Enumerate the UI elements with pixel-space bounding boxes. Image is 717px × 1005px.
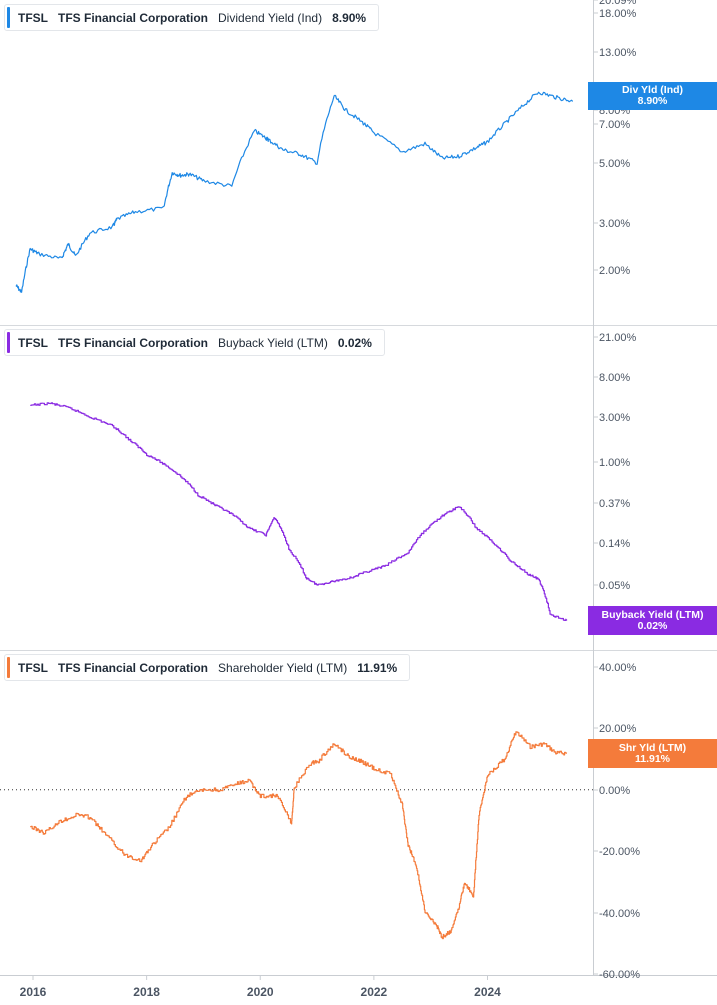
legend-buyback-yield: TFSL TFS Financial Corporation Buyback Y…: [4, 329, 385, 356]
y-tick-label: 0.37%: [599, 498, 630, 510]
y-tick-label: 0.14%: [599, 538, 630, 550]
y-tick-label: 13.00%: [599, 47, 637, 59]
x-tick-label: 2022: [361, 985, 388, 999]
value-tag-dividend-yield: Div Yld (Ind) 8.90%: [588, 82, 717, 110]
legend-metric: Dividend Yield (Ind): [218, 10, 323, 25]
y-tick-label: 5.00%: [599, 158, 630, 170]
legend-color-swatch: [7, 657, 10, 678]
y-tick-label: 21.00%: [599, 332, 637, 344]
tag-value: 0.02%: [637, 619, 668, 632]
legend-dividend-yield: TFSL TFS Financial Corporation Dividend …: [4, 4, 380, 31]
x-tick-label: 2024: [474, 985, 501, 999]
tag-value: 8.90%: [637, 95, 668, 107]
x-tick-label: 2016: [20, 985, 47, 999]
tag-label: Shr Yld (LTM): [618, 741, 687, 754]
legend-ticker: TFSL: [18, 335, 48, 350]
y-tick-label: -60.00%: [599, 969, 640, 981]
legend-metric: Shareholder Yield (LTM): [218, 660, 348, 675]
legend-company: TFS Financial Corporation: [58, 335, 209, 350]
y-tick-label: -40.00%: [599, 908, 640, 920]
legend-value: 11.91%: [357, 660, 398, 675]
legend-metric: Buyback Yield (LTM): [218, 335, 328, 350]
y-tick-label: 7.00%: [599, 119, 630, 131]
x-tick-label: 2018: [133, 985, 160, 999]
legend-ticker: TFSL: [18, 10, 48, 25]
legend-company: TFS Financial Corporation: [58, 660, 209, 675]
value-tag-buyback-yield: Buyback Yield (LTM) 0.02%: [588, 606, 717, 635]
tag-label: Div Yld (Ind): [621, 84, 684, 96]
y-tick-label: 2.00%: [599, 265, 630, 277]
y-tick-label: 1.00%: [599, 457, 630, 469]
series-line-3: [30, 731, 568, 940]
y-tick-label: 3.00%: [599, 412, 630, 424]
y-tick-label: 8.00%: [599, 372, 630, 384]
y-tick-label: 40.00%: [599, 662, 637, 674]
y-tick-label: 18.00%: [599, 8, 637, 20]
legend-color-swatch: [7, 332, 10, 353]
legend-value: 8.90%: [332, 10, 367, 25]
legend-value: 0.02%: [337, 335, 372, 350]
y-tick-label: 20.00%: [599, 723, 637, 735]
legend-company: TFS Financial Corporation: [58, 10, 209, 25]
x-tick-label: 2020: [247, 985, 274, 999]
y-tick-label: 0.00%: [599, 785, 630, 797]
series-line-2: [30, 402, 568, 621]
tag-value: 11.91%: [634, 752, 671, 765]
y-tick-label: -20.00%: [599, 846, 640, 858]
legend-ticker: TFSL: [18, 660, 48, 675]
legend-shareholder-yield: TFSL TFS Financial Corporation Sharehold…: [4, 654, 411, 681]
value-tag-shareholder-yield: Shr Yld (LTM) 11.91%: [588, 739, 717, 768]
series-line-1: [15, 91, 574, 293]
y-tick-label: 3.00%: [599, 218, 630, 230]
tag-label: Buyback Yield (LTM): [601, 608, 704, 621]
legend-color-swatch: [7, 7, 10, 28]
y-tick-label: 0.05%: [599, 580, 630, 592]
y-tick-label: 20.09%: [599, 0, 637, 7]
